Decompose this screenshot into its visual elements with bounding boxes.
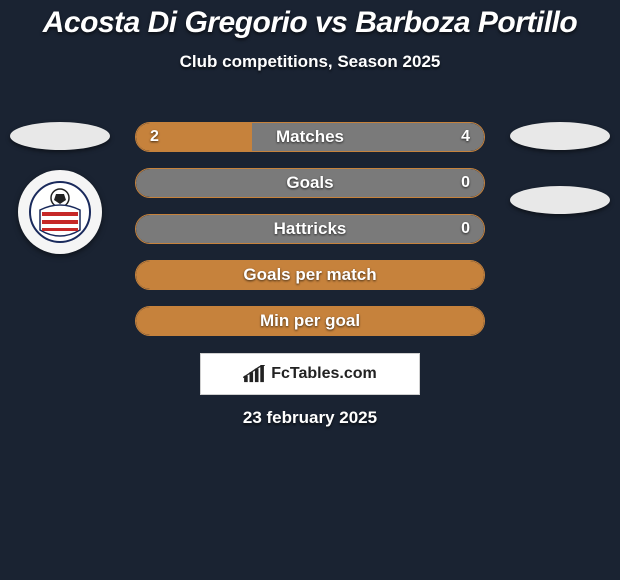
left-player-column <box>10 122 110 254</box>
club-crest-icon <box>28 180 92 244</box>
bar-left-value: 2 <box>150 128 159 146</box>
page-title: Acosta Di Gregorio vs Barboza Portillo <box>0 0 620 40</box>
right-player-silhouette <box>510 122 610 150</box>
stats-comparison-card: Acosta Di Gregorio vs Barboza Portillo C… <box>0 0 620 580</box>
bar-label: Matches <box>276 127 344 147</box>
left-club-badge <box>18 170 102 254</box>
stat-bars: 2 4 Matches 0 Goals 0 Hattricks Goals per match… <box>135 122 485 352</box>
stat-bar-goals_per_match: Goals per match <box>135 260 485 290</box>
stat-bar-matches: 2 4 Matches <box>135 122 485 152</box>
branding-box[interactable]: FcTables.com <box>200 353 420 395</box>
bar-right-value: 0 <box>461 174 470 192</box>
bar-chart-icon <box>243 365 265 383</box>
bar-label: Goals <box>286 173 333 193</box>
stat-bar-goals: 0 Goals <box>135 168 485 198</box>
left-player-silhouette <box>10 122 110 150</box>
right-club-silhouette <box>510 186 610 214</box>
branding-text: FcTables.com <box>271 365 377 383</box>
right-player-column <box>510 122 610 254</box>
date-text: 23 february 2025 <box>0 408 620 428</box>
subtitle: Club competitions, Season 2025 <box>0 52 620 72</box>
stat-bar-hattricks: 0 Hattricks <box>135 214 485 244</box>
bar-label: Goals per match <box>243 265 376 285</box>
bar-right-value: 4 <box>461 128 470 146</box>
bar-label: Min per goal <box>260 311 360 331</box>
bar-label: Hattricks <box>274 219 347 239</box>
bar-right-value: 0 <box>461 220 470 238</box>
stat-bar-min_per_goal: Min per goal <box>135 306 485 336</box>
